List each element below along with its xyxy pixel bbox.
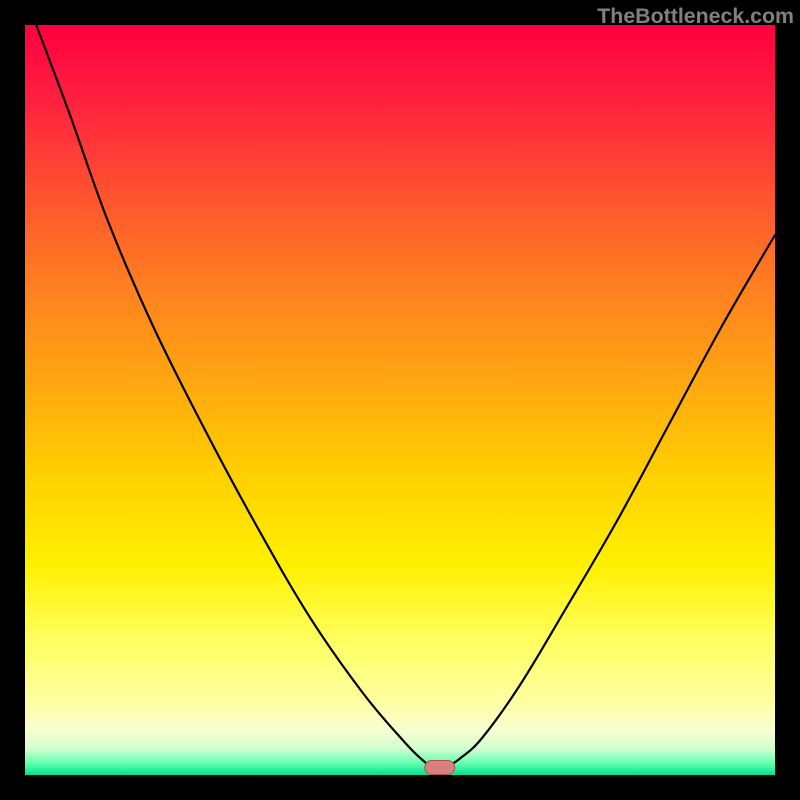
watermark-text: TheBottleneck.com [597, 4, 794, 29]
plot-area [25, 25, 775, 775]
chart-container: TheBottleneck.com [0, 0, 800, 800]
optimal-marker [25, 25, 775, 775]
